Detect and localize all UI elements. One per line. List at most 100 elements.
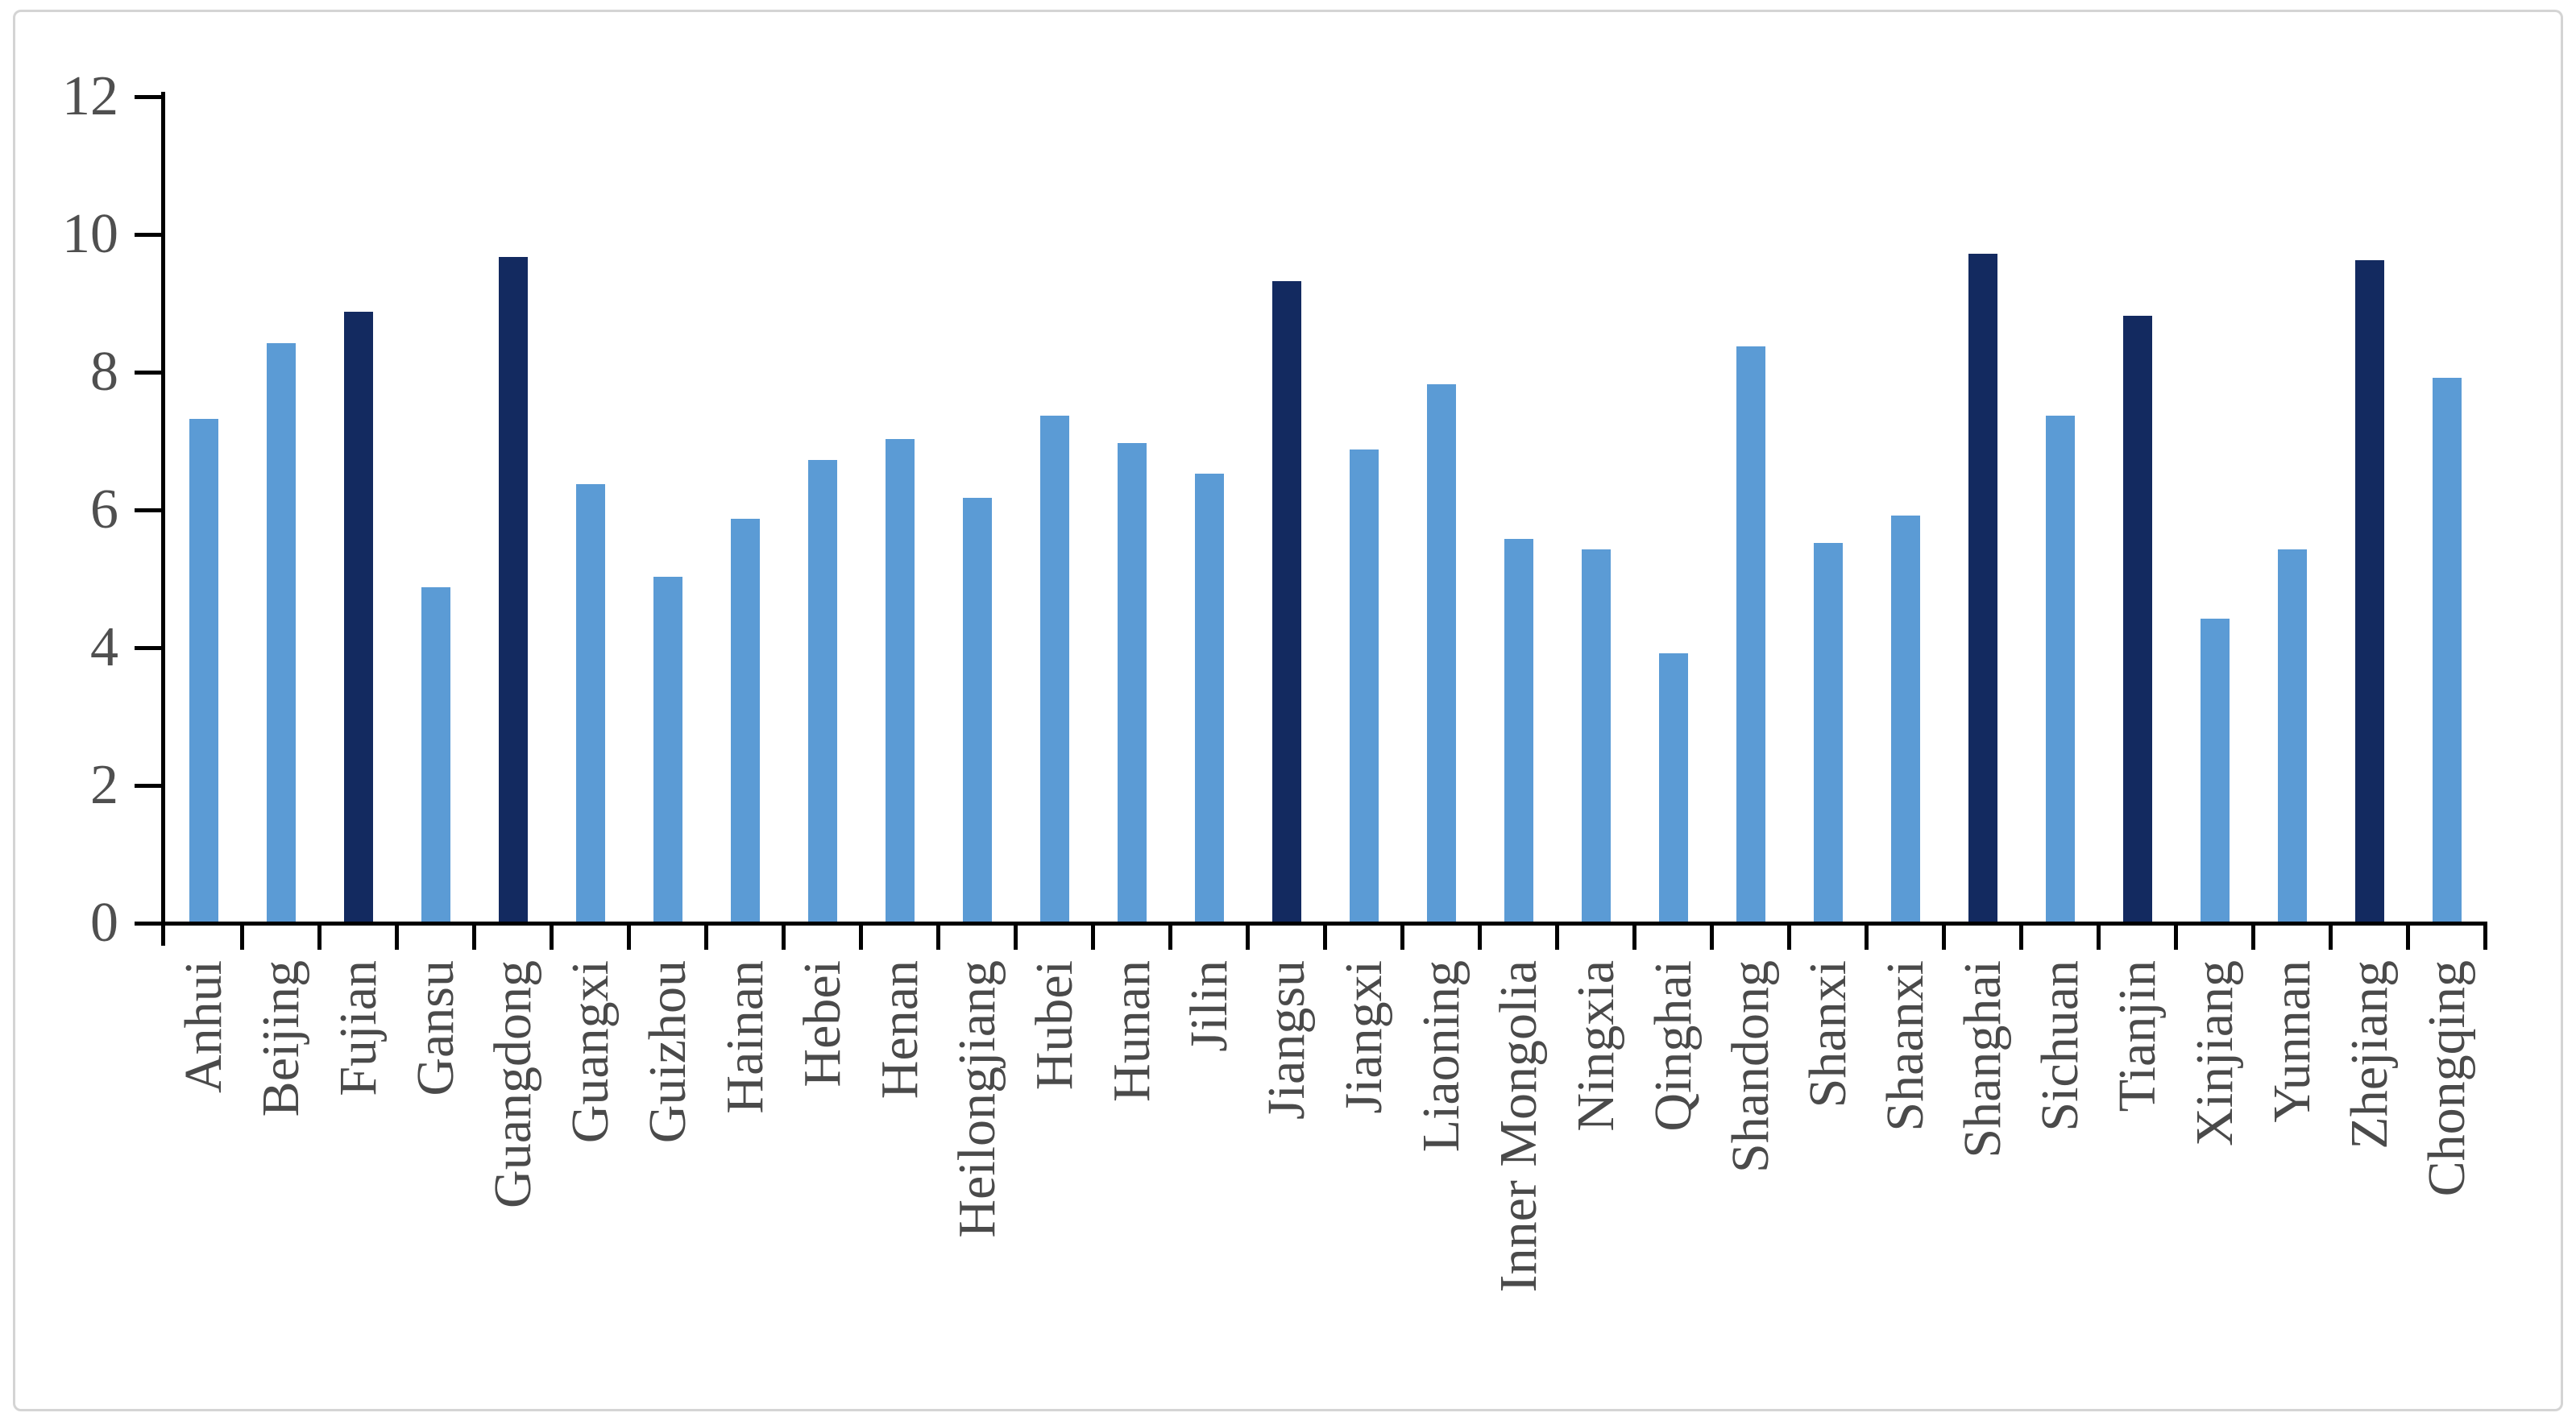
x-axis-label-hunan: Hunan — [1093, 960, 1171, 1413]
x-axis-label-zhejiang: Zhejiang — [2331, 960, 2408, 1413]
x-axis-label-text: Fujian — [329, 960, 388, 1096]
bar-shandong — [1736, 346, 1765, 922]
bar-jilin — [1195, 474, 1224, 922]
x-axis-tick-11 — [1014, 922, 1018, 950]
bar-hubei — [1040, 416, 1069, 922]
x-axis-tick-2 — [317, 922, 321, 950]
bar-tianjin — [2123, 316, 2152, 922]
bar-jiangsu — [1272, 281, 1301, 922]
bar-liaoning — [1427, 384, 1456, 922]
bar-inner-mongolia — [1504, 539, 1533, 922]
x-axis-label-shanxi: Shanxi — [1790, 960, 1867, 1413]
x-axis-label-shanghai: Shanghai — [1944, 960, 2022, 1413]
y-axis-label-4: 4 — [90, 616, 118, 678]
x-axis-label-text: Heilongjiang — [948, 960, 1006, 1238]
x-axis-label-fujian: Fujian — [320, 960, 397, 1413]
bar-hunan — [1118, 443, 1147, 922]
bar-yunnan — [2278, 549, 2307, 922]
x-axis-label-shaanxi: Shaanxi — [1867, 960, 1944, 1413]
x-axis-label-text: Yunnan — [2263, 960, 2321, 1123]
x-axis-label-text: Tianjin — [2108, 960, 2167, 1112]
x-axis-label-chongqing: Chongqing — [2408, 960, 2486, 1413]
x-axis-line — [135, 922, 2487, 926]
x-axis-tick-28 — [2329, 922, 2333, 950]
x-axis-tick-29 — [2406, 922, 2410, 950]
x-axis-tick-13 — [1168, 922, 1172, 950]
x-axis-tick-3 — [395, 922, 399, 950]
x-axis-tick-6 — [627, 922, 631, 950]
x-axis-label-qinghai: Qinghai — [1635, 960, 1712, 1413]
x-axis-label-text: Shanghai — [1953, 960, 2012, 1158]
x-axis-label-text: Hunan — [1102, 960, 1161, 1102]
bar-henan — [886, 439, 915, 922]
x-axis-label-text: Guizhou — [638, 960, 697, 1144]
x-axis-label-text: Hebei — [793, 960, 852, 1088]
bar-anhui — [189, 419, 218, 922]
x-axis-label-text: Jilin — [1180, 960, 1238, 1052]
x-axis-tick-26 — [2174, 922, 2178, 950]
x-axis-label-text: Beijing — [251, 960, 310, 1117]
x-axis-label-text: Guangdong — [483, 960, 542, 1208]
x-axis-label-inner-mongolia: Inner Mongolia — [1480, 960, 1558, 1413]
x-axis-tick-23 — [1942, 922, 1946, 950]
x-axis-tick-5 — [550, 922, 554, 950]
y-axis-label-0: 0 — [90, 892, 118, 954]
x-axis-tick-16 — [1400, 922, 1404, 950]
x-axis-label-text: Gansu — [406, 960, 465, 1096]
bar-gansu — [421, 587, 450, 922]
x-axis-tick-30 — [2483, 922, 2487, 950]
x-axis-label-xinjiang: Xinjiang — [2176, 960, 2254, 1413]
y-axis-label-12: 12 — [62, 65, 118, 127]
x-axis-label-gansu: Gansu — [397, 960, 475, 1413]
y-axis-line — [161, 92, 165, 946]
x-axis-label-hainan: Hainan — [707, 960, 784, 1413]
y-axis-label-8: 8 — [90, 341, 118, 403]
y-axis-label-10: 10 — [62, 203, 118, 265]
x-axis-label-shandong: Shandong — [1712, 960, 1790, 1413]
y-axis-tick-4 — [135, 646, 161, 650]
x-axis-tick-17 — [1478, 922, 1482, 950]
x-axis-label-jilin: Jilin — [1171, 960, 1248, 1413]
x-axis-tick-4 — [472, 922, 476, 950]
x-axis-tick-7 — [704, 922, 708, 950]
bar-ningxia — [1582, 549, 1611, 922]
bar-shanxi — [1814, 543, 1843, 922]
x-axis-tick-10 — [936, 922, 940, 950]
bar-chongqing — [2433, 378, 2462, 922]
x-axis-label-tianjin: Tianjin — [2099, 960, 2176, 1413]
x-axis-tick-18 — [1555, 922, 1559, 950]
bar-heilongjiang — [963, 498, 992, 922]
x-axis-label-text: Inner Mongolia — [1489, 960, 1548, 1293]
x-axis-label-jiangxi: Jiangxi — [1325, 960, 1403, 1413]
x-axis-tick-20 — [1710, 922, 1714, 950]
y-axis-tick-8 — [135, 371, 161, 375]
y-axis-tick-2 — [135, 784, 161, 788]
x-axis-label-text: Jiangxi — [1334, 960, 1393, 1114]
x-axis-label-text: Shanxi — [1798, 960, 1857, 1108]
x-axis-label-text: Hubei — [1025, 960, 1084, 1091]
bar-shaanxi — [1891, 516, 1920, 922]
x-axis-tick-21 — [1787, 922, 1791, 950]
x-axis-label-text: Qinghai — [1644, 960, 1703, 1132]
bar-hebei — [808, 460, 837, 922]
x-axis-tick-9 — [859, 922, 863, 950]
bar-guangdong — [499, 257, 528, 922]
bar-xinjiang — [2201, 619, 2230, 922]
x-axis-tick-24 — [2019, 922, 2023, 950]
y-axis-tick-12 — [135, 95, 161, 99]
x-axis-label-text: Shaanxi — [1876, 960, 1935, 1132]
x-axis-label-anhui: Anhui — [165, 960, 243, 1413]
x-axis-tick-27 — [2251, 922, 2255, 950]
x-axis-label-text: Guangxi — [561, 960, 620, 1144]
bar-shanghai — [1968, 254, 1997, 922]
x-axis-label-beijing: Beijing — [243, 960, 320, 1413]
x-axis-tick-25 — [2097, 922, 2101, 950]
x-axis-label-guangxi: Guangxi — [552, 960, 629, 1413]
bar-zhejiang — [2355, 260, 2384, 922]
x-axis-label-jiangsu: Jiangsu — [1248, 960, 1325, 1413]
bar-jiangxi — [1350, 450, 1379, 922]
bar-guizhou — [653, 577, 682, 922]
x-axis-label-text: Henan — [870, 960, 929, 1100]
